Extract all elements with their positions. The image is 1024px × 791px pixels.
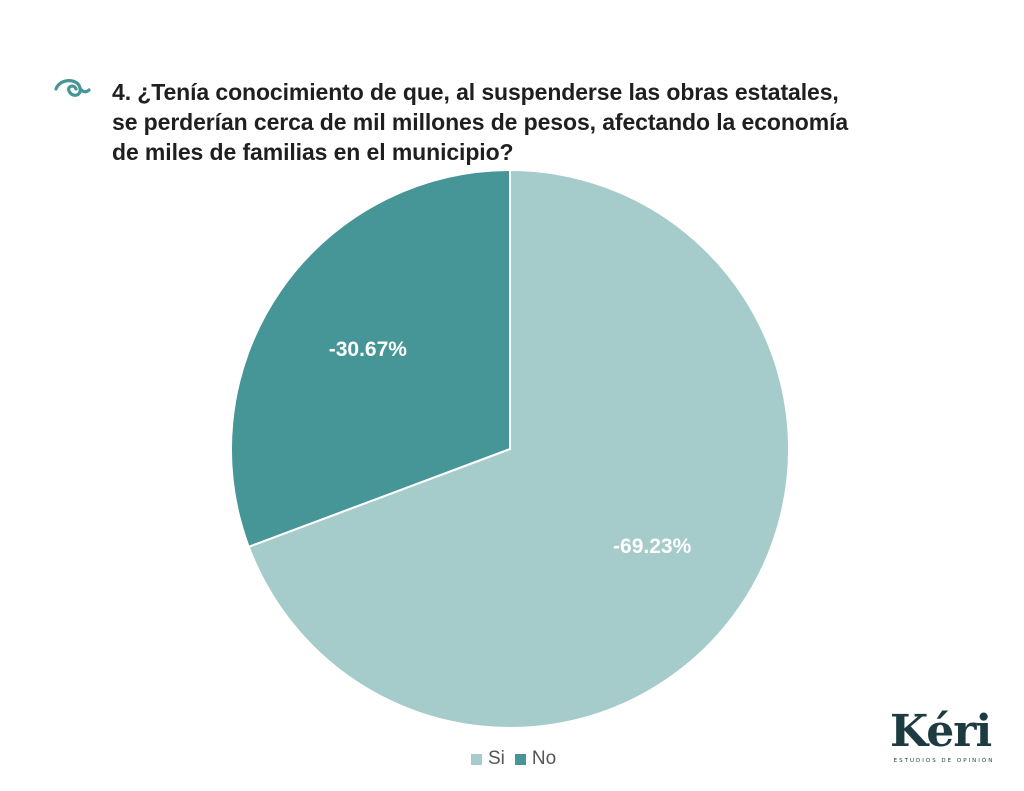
- pie-slice-no: [230, 168, 511, 549]
- swirl-icon: [54, 79, 91, 97]
- legend-label-no: No: [531, 748, 557, 769]
- legend-swatch-no: [514, 753, 526, 765]
- chart-legend: Si No: [471, 748, 566, 770]
- legend-swatch-si: [471, 753, 482, 765]
- question-title: 4. ¿Tenía conocimiento de que, al suspen…: [112, 77, 932, 167]
- slice-label-si: -69.23%: [613, 535, 692, 558]
- legend-item-no: No: [514, 748, 557, 770]
- question-line-2: se perderían cerca de mil millones de pe…: [112, 109, 849, 135]
- question-line-1: 4. ¿Tenía conocimiento de que, al suspen…: [112, 79, 839, 105]
- logo-wordmark: Kéri: [890, 706, 992, 757]
- question-line-3: de miles de familias en el municipio?: [112, 139, 514, 165]
- pie-slice-si: [247, 168, 790, 729]
- legend-label-si: Si: [488, 748, 505, 769]
- logo-tagline: ESTUDIOS DE OPINIÓN: [893, 758, 995, 764]
- legend-item-si: Si: [471, 748, 505, 770]
- slice-label-no: -30.67%: [329, 338, 408, 361]
- keri-logo: Kéri ESTUDIOS DE OPINIÓN: [888, 708, 1000, 768]
